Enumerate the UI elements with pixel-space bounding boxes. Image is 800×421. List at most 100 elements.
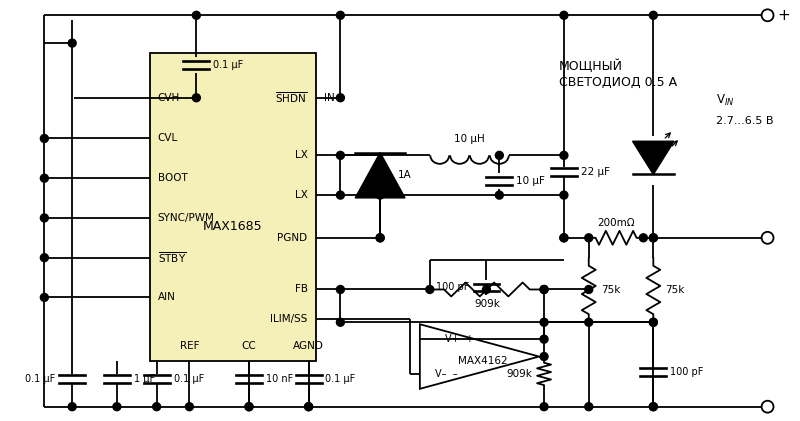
Text: LX: LX <box>294 190 308 200</box>
Circle shape <box>585 285 593 293</box>
Circle shape <box>113 403 121 410</box>
Circle shape <box>482 285 490 293</box>
Text: AIN: AIN <box>158 293 175 302</box>
Text: 22 μF: 22 μF <box>581 167 610 177</box>
Text: FB: FB <box>294 285 308 294</box>
Circle shape <box>337 318 344 326</box>
Circle shape <box>540 285 548 293</box>
Text: 10 μH: 10 μH <box>454 134 485 144</box>
Text: 0.1 μF: 0.1 μF <box>214 60 243 70</box>
Circle shape <box>560 191 568 199</box>
Text: CC: CC <box>242 341 256 351</box>
Text: LX: LX <box>294 150 308 160</box>
Text: 1 μF: 1 μF <box>134 374 155 384</box>
Circle shape <box>585 318 593 326</box>
Circle shape <box>40 254 48 262</box>
Text: 75k: 75k <box>601 285 620 295</box>
Text: PGND: PGND <box>278 233 308 243</box>
Circle shape <box>40 134 48 142</box>
Circle shape <box>650 318 658 326</box>
Circle shape <box>650 234 658 242</box>
Text: BOOT: BOOT <box>158 173 187 183</box>
Circle shape <box>540 403 548 410</box>
Circle shape <box>585 234 593 242</box>
Circle shape <box>305 403 313 410</box>
Circle shape <box>186 403 194 410</box>
Circle shape <box>639 234 647 242</box>
Circle shape <box>540 318 548 326</box>
Circle shape <box>40 293 48 301</box>
Text: 200mΩ: 200mΩ <box>598 218 635 228</box>
Circle shape <box>337 152 344 159</box>
Circle shape <box>245 403 253 410</box>
Text: V+  +: V+ + <box>445 334 474 344</box>
Circle shape <box>540 352 548 360</box>
Circle shape <box>495 152 503 159</box>
Text: CVL: CVL <box>158 133 178 144</box>
Circle shape <box>762 9 774 21</box>
Circle shape <box>245 403 253 410</box>
Circle shape <box>192 94 200 102</box>
Circle shape <box>650 234 658 242</box>
Bar <box>150 53 315 361</box>
Text: +: + <box>778 8 790 23</box>
Circle shape <box>762 401 774 413</box>
Circle shape <box>192 11 200 19</box>
Circle shape <box>153 403 161 410</box>
Circle shape <box>560 234 568 242</box>
Circle shape <box>585 403 593 410</box>
Circle shape <box>40 214 48 222</box>
Text: 2.7...6.5 В: 2.7...6.5 В <box>716 116 774 125</box>
Text: СВЕТОДИОД 0.5 А: СВЕТОДИОД 0.5 А <box>559 76 677 89</box>
Text: V$_{IN}$: V$_{IN}$ <box>716 93 734 108</box>
Text: $\overline{\rm STBY}$: $\overline{\rm STBY}$ <box>158 250 186 265</box>
Circle shape <box>650 318 658 326</box>
Circle shape <box>560 11 568 19</box>
Circle shape <box>540 335 548 343</box>
Circle shape <box>540 285 548 293</box>
Circle shape <box>337 285 344 293</box>
Circle shape <box>337 11 344 19</box>
Text: AGND: AGND <box>293 341 324 351</box>
Circle shape <box>337 191 344 199</box>
Text: 10 μF: 10 μF <box>516 176 545 186</box>
Circle shape <box>762 232 774 244</box>
Text: 75k: 75k <box>666 285 685 295</box>
Text: 0.1 μF: 0.1 μF <box>25 374 55 384</box>
Circle shape <box>650 403 658 410</box>
Circle shape <box>376 234 384 242</box>
Circle shape <box>650 11 658 19</box>
Text: SYNC/PWM: SYNC/PWM <box>158 213 214 223</box>
Circle shape <box>337 94 344 102</box>
Text: 100 pF: 100 pF <box>436 282 470 293</box>
Text: MAX1685: MAX1685 <box>202 220 262 233</box>
Text: 0.1 μF: 0.1 μF <box>174 374 204 384</box>
Polygon shape <box>633 141 674 174</box>
Text: IN: IN <box>323 93 334 103</box>
Text: 100 pF: 100 pF <box>670 367 703 377</box>
Text: 1A: 1A <box>398 170 412 180</box>
Circle shape <box>68 39 76 47</box>
Circle shape <box>40 174 48 182</box>
Text: $\overline{\rm SHDN}$: $\overline{\rm SHDN}$ <box>275 91 308 105</box>
Text: ILIM/SS: ILIM/SS <box>270 314 308 324</box>
Text: REF: REF <box>180 341 199 351</box>
Text: V–  –: V– – <box>434 369 458 379</box>
Circle shape <box>426 285 434 293</box>
Circle shape <box>68 403 76 410</box>
Circle shape <box>305 403 313 410</box>
Text: CVH: CVH <box>158 93 180 103</box>
Text: МОЩНЫЙ: МОЩНЫЙ <box>559 59 623 73</box>
Text: 909k: 909k <box>474 299 500 309</box>
Text: 0.1 μF: 0.1 μF <box>326 374 356 384</box>
Circle shape <box>560 152 568 159</box>
Polygon shape <box>355 152 405 198</box>
Circle shape <box>560 234 568 242</box>
Text: 909k: 909k <box>506 369 532 379</box>
Circle shape <box>376 191 384 199</box>
Circle shape <box>650 403 658 410</box>
Circle shape <box>495 191 503 199</box>
Text: 10 nF: 10 nF <box>266 374 293 384</box>
Text: MAX4162: MAX4162 <box>458 356 507 366</box>
Circle shape <box>376 234 384 242</box>
